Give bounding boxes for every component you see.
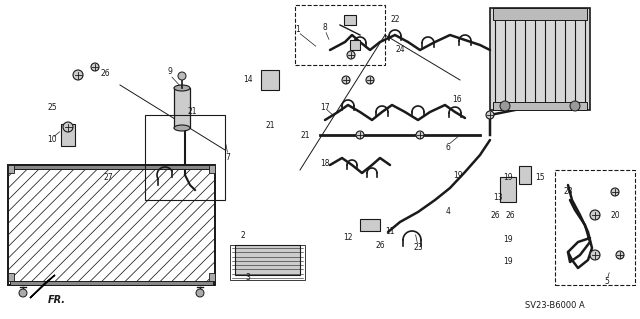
Circle shape [356,131,364,139]
Circle shape [590,210,600,220]
Text: 22: 22 [390,16,400,25]
Text: 24: 24 [395,46,405,55]
Bar [61,124,75,146]
Text: 3: 3 [246,272,250,281]
Text: 19: 19 [503,257,513,266]
Text: 27: 27 [103,174,113,182]
Text: 14: 14 [243,76,253,85]
Bar [209,165,215,173]
Text: 15: 15 [535,174,545,182]
Circle shape [196,289,204,297]
Bar [230,245,305,280]
Text: 25: 25 [47,103,57,113]
Bar [8,165,14,173]
Text: 18: 18 [320,159,330,167]
Text: 19: 19 [503,174,513,182]
Bar [209,273,215,281]
Polygon shape [30,275,55,298]
Text: 4: 4 [445,207,451,217]
Text: 1: 1 [296,26,300,34]
Text: 28: 28 [563,188,573,197]
Text: 21: 21 [188,108,196,116]
Text: 23: 23 [413,243,423,253]
Bar [145,115,225,200]
Circle shape [416,131,424,139]
Circle shape [19,289,27,297]
Circle shape [590,250,600,260]
Circle shape [570,101,580,111]
Bar [295,5,385,65]
Bar [490,8,590,110]
Text: 20: 20 [610,211,620,219]
Circle shape [63,122,73,132]
Text: 10: 10 [47,136,57,145]
Ellipse shape [174,85,190,91]
Text: 11: 11 [385,227,395,236]
Bar [174,88,190,128]
Circle shape [347,51,355,59]
Text: 12: 12 [343,233,353,241]
Bar [10,281,213,285]
Circle shape [366,76,374,84]
Bar [8,273,14,281]
Text: 26: 26 [505,211,515,219]
Text: 13: 13 [493,194,503,203]
Text: 19: 19 [453,170,463,180]
Text: 8: 8 [323,24,328,33]
Bar [10,165,213,169]
Bar [360,219,380,231]
Text: 2: 2 [241,231,245,240]
Bar [493,102,587,110]
Circle shape [616,251,624,259]
Circle shape [178,72,186,80]
Bar [555,170,635,285]
Text: 21: 21 [265,121,275,130]
Bar [8,165,215,285]
Text: 26: 26 [100,69,110,78]
Text: 16: 16 [452,95,462,105]
Text: 26: 26 [490,211,500,219]
Text: FR.: FR. [48,295,66,305]
Text: 21: 21 [300,130,310,139]
Bar [235,245,300,275]
Text: 6: 6 [445,144,451,152]
Bar [500,177,516,202]
Bar [8,165,215,285]
Bar [493,8,587,20]
Circle shape [91,63,99,71]
Circle shape [486,111,494,119]
Text: 7: 7 [225,153,230,162]
Text: 5: 5 [605,278,609,286]
Text: 19: 19 [503,235,513,244]
Text: 9: 9 [168,68,172,77]
Bar [344,15,356,25]
Bar [350,40,360,50]
Circle shape [73,70,83,80]
Circle shape [342,76,350,84]
Text: SV23-B6000 A: SV23-B6000 A [525,300,585,309]
Bar [261,70,279,90]
Circle shape [500,101,510,111]
Circle shape [611,188,619,196]
Bar [519,166,531,184]
Ellipse shape [174,125,190,131]
Text: 26: 26 [375,241,385,249]
Text: 17: 17 [320,103,330,113]
